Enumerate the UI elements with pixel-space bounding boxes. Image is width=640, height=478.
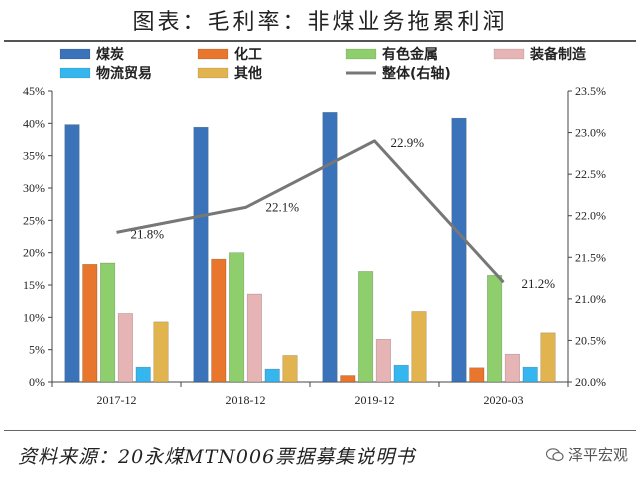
x-tick-label: 2018-12 (226, 393, 266, 407)
legend-label: 化工 (234, 46, 262, 63)
bar-4-3 (375, 339, 391, 383)
left-tick-label: 25% (23, 213, 45, 227)
legend-label: 装备制造 (529, 46, 586, 63)
bar-6-4 (540, 332, 556, 383)
legend-swatch (59, 48, 91, 60)
wechat-icon (545, 447, 564, 461)
left-tick-label: 0% (29, 375, 45, 389)
legend-swatch (493, 48, 525, 60)
left-tick-label: 35% (23, 149, 45, 163)
bar-6-2 (282, 355, 298, 383)
source-divider (4, 430, 636, 431)
right-tick-label: 23.5% (575, 84, 606, 98)
left-tick-label: 40% (23, 116, 45, 130)
axes: 0% 5% 10% 15% 20% 25% 30% 35% 40% 45% 20.0% 20.5% 21… (23, 84, 606, 407)
bar-1-4 (451, 117, 467, 383)
legend-swatch (345, 48, 377, 60)
right-tick-label: 22.0% (575, 209, 606, 223)
source-note: 资料来源：20永煤MTN006票据募集说明书 (18, 446, 416, 468)
bar-1-1 (64, 124, 80, 383)
right-tick-label: 20.0% (575, 375, 606, 389)
x-tick-label: 2020-03 (484, 393, 524, 407)
bar-4-1 (117, 313, 133, 383)
bar-5-1 (135, 366, 151, 383)
bar-2-1 (82, 264, 98, 383)
right-tick-label: 21.0% (575, 292, 606, 306)
title-divider (4, 40, 636, 42)
bar-6-1 (153, 321, 169, 383)
x-tick-label: 2019-12 (355, 393, 395, 407)
line-data-label: 22.1% (266, 199, 300, 214)
legend-swatch (59, 67, 91, 79)
bar-5-3 (393, 364, 409, 383)
bar-1-2 (193, 126, 209, 383)
bar-6-3 (411, 311, 427, 383)
left-tick-label: 30% (23, 181, 45, 195)
overall-line-path (116, 139, 505, 284)
bars (64, 112, 556, 383)
x-tick-label: 2017-12 (97, 393, 137, 407)
bar-3-3 (358, 271, 374, 383)
left-tick-label: 15% (23, 278, 45, 292)
bar-2-2 (211, 258, 227, 383)
bar-4-2 (246, 293, 262, 383)
legend-label: 物流贸易 (96, 65, 152, 82)
overall-line: 21.8% 22.1% 22.9% 21.2% (116, 135, 556, 291)
legend-label: 煤炭 (96, 46, 124, 63)
legend-swatch (197, 48, 229, 60)
left-tick-label: 5% (29, 343, 45, 357)
brand-name: 泽平宏观 (567, 446, 628, 464)
chart-title: 图表：毛利率：非煤业务拖累利润 (132, 10, 508, 35)
bar-1-3 (322, 112, 338, 383)
right-tick-label: 23.0% (575, 126, 606, 140)
legend-label: 有色金属 (382, 46, 438, 63)
bar-5-2 (264, 368, 280, 383)
legend-label: 其他 (234, 65, 262, 82)
right-tick-label: 21.5% (575, 250, 606, 264)
bar-2-4 (469, 367, 485, 383)
left-tick-label: 20% (23, 246, 45, 260)
right-tick-label: 22.5% (575, 167, 606, 181)
legend-swatch (197, 67, 229, 79)
bar-2-3 (340, 375, 356, 383)
brand-mark: 泽平宏观 (545, 444, 628, 465)
bar-3-4 (487, 274, 503, 383)
line-data-label: 22.9% (391, 135, 425, 150)
line-data-label: 21.2% (522, 276, 556, 291)
legend-label: 整体(右轴) (381, 65, 451, 82)
line-data-label: 21.8% (131, 226, 165, 241)
left-tick-label: 10% (23, 310, 45, 324)
bar-3-2 (229, 252, 245, 383)
right-tick-label: 20.5% (575, 333, 606, 347)
left-tick-label: 45% (23, 84, 45, 98)
bar-5-4 (522, 366, 538, 383)
bar-3-1 (100, 262, 116, 383)
bar-4-4 (504, 353, 520, 383)
